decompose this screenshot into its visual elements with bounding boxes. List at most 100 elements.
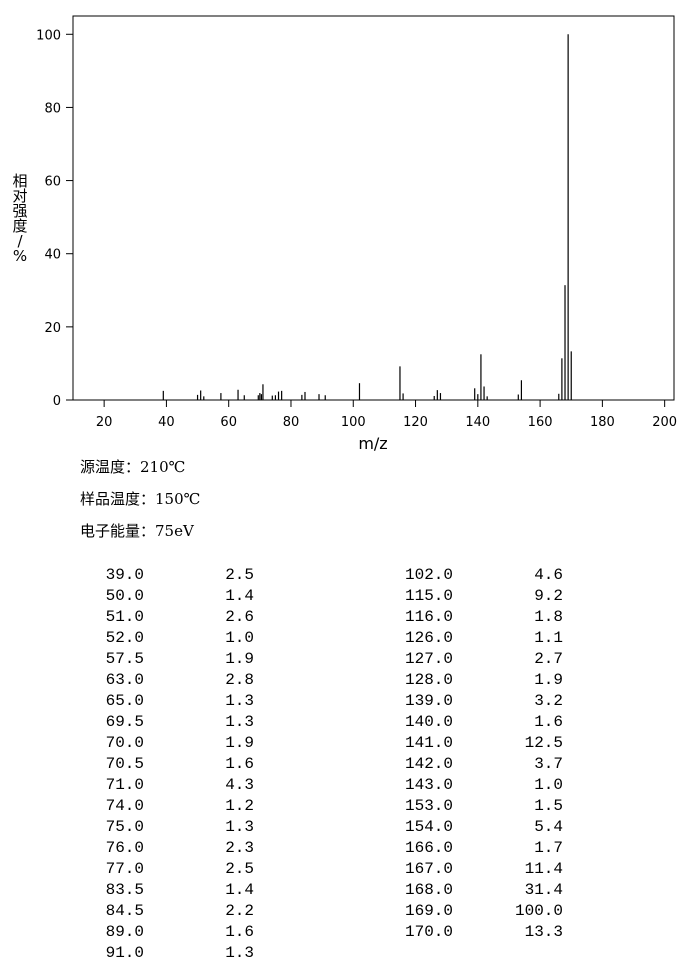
y-axis-label: / (17, 232, 23, 250)
table-mz: 115.0 (404, 587, 453, 605)
table-mz: 75.0 (105, 818, 144, 836)
plot-frame (72, 15, 675, 401)
table-mz: 169.0 (404, 902, 453, 920)
table-intensity: 1.6 (225, 923, 254, 941)
table-mz: 89.0 (105, 923, 144, 941)
table-mz: 51.0 (105, 608, 144, 626)
x-tick-label: 20 (96, 415, 113, 430)
table-mz: 50.0 (105, 587, 144, 605)
table-mz: 69.5 (105, 713, 144, 731)
table-mz: 153.0 (404, 797, 453, 815)
table-intensity: 1.3 (225, 692, 254, 710)
table-intensity: 2.2 (225, 902, 254, 920)
x-tick-label: 100 (341, 415, 366, 430)
table-mz: 170.0 (404, 923, 453, 941)
table-intensity: 2.5 (225, 860, 254, 878)
table-intensity: 1.6 (534, 713, 563, 731)
table-intensity: 1.8 (534, 608, 563, 626)
table-mz: 39.0 (105, 566, 144, 584)
table-intensity: 2.8 (225, 671, 254, 689)
table-mz: 70.0 (105, 734, 144, 752)
y-axis-label: 对 (12, 187, 27, 205)
table-mz: 168.0 (404, 881, 453, 899)
table-intensity: 1.4 (225, 881, 254, 899)
y-tick-label: 40 (44, 248, 61, 263)
y-axis-label: 强 (12, 202, 27, 220)
table-intensity: 1.0 (534, 776, 563, 794)
table-intensity: 1.4 (225, 587, 254, 605)
table-mz: 143.0 (404, 776, 453, 794)
x-tick-label: 80 (283, 415, 300, 430)
table-intensity: 100.0 (514, 902, 563, 920)
y-tick-label: 20 (44, 321, 61, 336)
table-mz: 154.0 (404, 818, 453, 836)
x-tick-label: 40 (158, 415, 175, 430)
table-intensity: 1.2 (225, 797, 254, 815)
table-intensity: 1.3 (225, 713, 254, 731)
table-intensity: 5.4 (534, 818, 563, 836)
x-tick-label: 180 (590, 415, 615, 430)
table-intensity: 1.5 (534, 797, 563, 815)
y-tick-label: 100 (36, 28, 61, 43)
table-intensity: 2.7 (534, 650, 563, 668)
table-intensity: 4.3 (225, 776, 254, 794)
table-mz: 128.0 (404, 671, 453, 689)
table-mz: 76.0 (105, 839, 144, 857)
table-mz: 167.0 (404, 860, 453, 878)
table-mz: 71.0 (105, 776, 144, 794)
table-intensity: 9.2 (534, 587, 563, 605)
table-mz: 74.0 (105, 797, 144, 815)
table-intensity: 1.9 (225, 734, 254, 752)
table-mz: 52.0 (105, 629, 144, 647)
table-mz: 102.0 (404, 566, 453, 584)
x-axis-label: m/z (358, 434, 387, 453)
table-intensity: 1.7 (534, 839, 563, 857)
info-line: 样品温度：150℃ (80, 490, 201, 508)
table-intensity: 1.0 (225, 629, 254, 647)
table-mz: 91.0 (105, 944, 144, 962)
table-intensity: 11.4 (524, 860, 563, 878)
x-tick-label: 200 (652, 415, 677, 430)
table-intensity: 1.9 (225, 650, 254, 668)
table-intensity: 1.9 (534, 671, 563, 689)
chart: m/z 20 40 60 80 100 120 140 160 180 200 0 20 40 60 80 1… (12, 15, 677, 453)
table-mz: 65.0 (105, 692, 144, 710)
y-tick-label: 80 (44, 101, 61, 116)
table-intensity: 2.6 (225, 608, 254, 626)
table-mz: 116.0 (404, 608, 453, 626)
table-mz: 83.5 (105, 881, 144, 899)
y-axis-label: % (13, 247, 27, 265)
table-intensity: 13.3 (524, 923, 563, 941)
table-intensity: 31.4 (524, 881, 563, 899)
table-mz: 166.0 (404, 839, 453, 857)
table-mz: 70.5 (105, 755, 144, 773)
x-tick-label: 160 (528, 415, 553, 430)
table-intensity: 12.5 (524, 734, 563, 752)
x-tick-label: 60 (220, 415, 237, 430)
table-mz: 141.0 (404, 734, 453, 752)
table-mz: 127.0 (404, 650, 453, 668)
table-intensity: 1.6 (225, 755, 254, 773)
table-mz: 126.0 (404, 629, 453, 647)
table-mz: 139.0 (404, 692, 453, 710)
table-intensity: 4.6 (534, 566, 563, 584)
table-mz: 84.5 (105, 902, 144, 920)
table-intensity: 1.3 (225, 944, 254, 962)
table-mz: 140.0 (404, 713, 453, 731)
table-intensity: 1.1 (534, 629, 563, 647)
x-tick-label: 140 (465, 415, 490, 430)
table-mz: 57.5 (105, 650, 144, 668)
y-tick-label: 0 (53, 394, 61, 409)
table-mz: 63.0 (105, 671, 144, 689)
y-axis-label: 相 (12, 172, 27, 190)
x-tick-label: 120 (403, 415, 428, 430)
table-intensity: 1.3 (225, 818, 254, 836)
table-intensity: 3.2 (534, 692, 563, 710)
y-axis-label: 度 (12, 217, 27, 235)
y-tick-label: 60 (44, 175, 61, 190)
table-mz: 142.0 (404, 755, 453, 773)
info-line: 电子能量：75eV (80, 522, 194, 540)
table-mz: 77.0 (105, 860, 144, 878)
table-intensity: 2.3 (225, 839, 254, 857)
info-line: 源温度：210℃ (80, 458, 186, 476)
